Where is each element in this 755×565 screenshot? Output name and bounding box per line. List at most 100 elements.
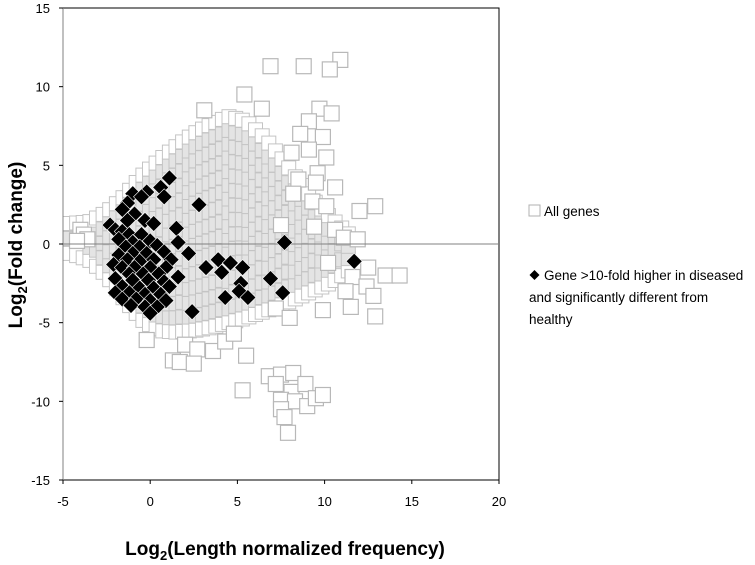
legend-label-diseased-line-1: Gene >10-fold higher in diseased xyxy=(544,268,743,283)
diseased-genes-series xyxy=(101,169,363,322)
y-tick-label: -5 xyxy=(38,316,50,331)
diseased-gene-point xyxy=(122,296,140,314)
diseased-gene-point xyxy=(234,259,252,277)
all-genes-point xyxy=(377,267,394,284)
all-genes-point xyxy=(306,218,323,235)
diseased-gene-point xyxy=(145,215,163,232)
legend-marker-diseased-genes xyxy=(529,270,540,280)
all-genes-point xyxy=(314,302,331,319)
diseased-gene-point xyxy=(345,252,363,270)
all-genes-point xyxy=(262,58,279,75)
all-genes-point xyxy=(318,149,335,166)
all-genes-point xyxy=(318,198,335,215)
all-genes-point xyxy=(365,287,382,304)
diseased-gene-point xyxy=(183,303,201,321)
diseased-gene-point xyxy=(276,233,293,251)
y-tick-label: 0 xyxy=(43,237,50,252)
diseased-gene-point xyxy=(216,289,234,306)
x-tick-label: 5 xyxy=(234,494,241,509)
diseased-gene-point xyxy=(141,304,159,322)
diseased-gene-point xyxy=(190,196,208,214)
all-genes-point xyxy=(335,229,352,246)
y-tick-label: 10 xyxy=(36,80,50,95)
diseased-gene-point xyxy=(169,233,187,251)
all-genes-point xyxy=(281,309,298,326)
all-genes-point xyxy=(267,300,284,317)
all-genes-point xyxy=(236,86,253,103)
all-genes-point xyxy=(225,325,242,342)
all-genes-point xyxy=(314,128,331,146)
diseased-gene-point xyxy=(197,259,215,277)
all-genes-point xyxy=(234,382,251,399)
all-genes-series xyxy=(68,51,408,441)
legend-label-all-genes: All genes xyxy=(544,204,600,219)
all-genes-point xyxy=(292,125,309,143)
all-genes-point xyxy=(307,174,324,191)
x-axis-ticks: -5 0 5 10 15 20 xyxy=(57,480,506,509)
diseased-gene-point xyxy=(221,254,239,272)
all-genes-point xyxy=(285,185,302,202)
legend-label-diseased-line-3: healthy xyxy=(529,312,573,327)
all-genes-point xyxy=(171,353,188,371)
diseased-gene-point xyxy=(133,188,150,206)
all-genes-point xyxy=(320,254,337,271)
diseased-gene-point xyxy=(169,268,187,286)
all-genes-point xyxy=(279,424,297,441)
diseased-gene-point xyxy=(155,188,173,206)
all-genes-point xyxy=(351,202,368,220)
all-genes-point xyxy=(321,61,338,78)
all-genes-point xyxy=(267,375,284,393)
x-axis-title: Log2(Length normalized frequency) xyxy=(125,539,445,563)
all-genes-point xyxy=(290,171,307,188)
all-genes-point xyxy=(272,217,290,234)
all-genes-point xyxy=(367,198,384,215)
diseased-gene-point xyxy=(239,289,257,306)
diseased-gene-point xyxy=(262,270,279,288)
all-genes-point xyxy=(204,342,222,360)
x-tick-label: 0 xyxy=(147,494,154,509)
all-genes-point xyxy=(304,193,321,210)
x-tick-label: 20 xyxy=(492,494,506,509)
all-genes-point xyxy=(337,283,354,300)
all-genes-point xyxy=(253,100,270,117)
diseased-gene-point xyxy=(213,263,231,281)
all-genes-point xyxy=(138,331,155,349)
legend: All genes Gene >10-fold higher in diseas… xyxy=(528,204,743,327)
all-genes-point xyxy=(295,58,312,75)
y-axis-ticks: -15 -10 -5 0 5 10 15 xyxy=(31,1,63,488)
x-tick-label: -5 xyxy=(57,494,69,509)
all-genes-point xyxy=(349,231,366,248)
diseased-gene-point xyxy=(160,278,178,295)
all-genes-point xyxy=(327,179,344,196)
all-genes-point xyxy=(283,144,300,161)
legend-label-diseased-line-2: and significantly different from xyxy=(529,290,708,305)
diseased-gene-point xyxy=(274,284,292,302)
all-genes-point xyxy=(189,341,206,358)
all-genes-point xyxy=(300,113,317,130)
x-tick-label: 10 xyxy=(317,494,331,509)
diseased-gene-point xyxy=(180,244,198,262)
y-tick-label: 15 xyxy=(36,1,50,16)
all-genes-point xyxy=(314,386,331,404)
all-genes-point xyxy=(300,141,317,158)
all-genes-point xyxy=(285,364,302,382)
all-genes-point xyxy=(297,375,314,393)
all-genes-point xyxy=(344,268,361,286)
all-genes-point xyxy=(196,102,213,119)
y-axis-title: Log2(Fold change) xyxy=(6,162,30,329)
x-tick-label: 15 xyxy=(405,494,419,509)
y-tick-label: 5 xyxy=(43,158,50,173)
all-genes-point xyxy=(367,308,384,325)
diseased-gene-point xyxy=(160,169,178,187)
all-genes-point xyxy=(323,105,340,122)
legend-marker-all-genes xyxy=(528,204,541,217)
all-genes-point xyxy=(276,409,293,426)
all-genes-point xyxy=(342,298,359,315)
all-genes-point xyxy=(68,232,86,249)
all-genes-point xyxy=(185,355,202,372)
all-genes-point xyxy=(360,259,377,276)
all-genes-point xyxy=(238,347,255,364)
all-genes-point xyxy=(391,267,408,284)
y-tick-label: -15 xyxy=(31,473,50,488)
